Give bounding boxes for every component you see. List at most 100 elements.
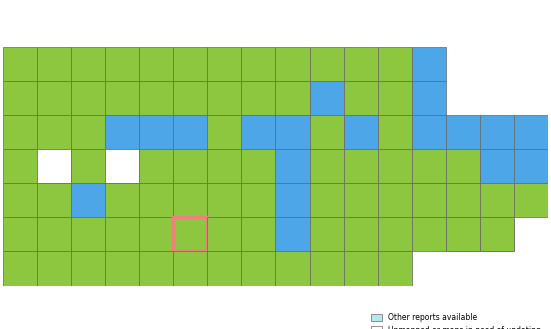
Bar [37, 115, 71, 149]
Bar [207, 115, 241, 149]
Bar [241, 47, 276, 81]
Bar [139, 149, 173, 183]
Bar [378, 81, 412, 115]
Bar [412, 217, 446, 251]
Bar [276, 183, 310, 217]
Bar [3, 217, 37, 251]
Bar [514, 149, 548, 183]
Bar [480, 115, 514, 149]
Bar [310, 251, 344, 286]
Bar [173, 183, 207, 217]
Bar [344, 115, 378, 149]
Bar [446, 217, 480, 251]
Bar [105, 251, 139, 286]
Bar [139, 183, 173, 217]
Bar [71, 251, 105, 286]
Bar [173, 251, 207, 286]
Bar [105, 81, 139, 115]
Bar [207, 183, 241, 217]
Bar [446, 217, 480, 251]
Bar [276, 217, 310, 251]
Bar [344, 251, 378, 286]
Bar [71, 217, 105, 251]
Bar [241, 183, 276, 217]
Bar [344, 183, 378, 217]
Bar [37, 183, 71, 217]
Bar [105, 47, 139, 81]
Bar [105, 217, 139, 251]
Bar [344, 47, 378, 81]
Bar [105, 183, 139, 217]
Bar [207, 47, 241, 81]
Bar [276, 149, 310, 183]
Bar [241, 217, 276, 251]
Bar [446, 149, 480, 183]
Bar [207, 149, 241, 183]
Bar [173, 217, 207, 251]
Bar [412, 81, 446, 115]
Bar [310, 115, 344, 149]
Bar [37, 251, 71, 286]
Bar [105, 115, 139, 149]
Bar [310, 47, 344, 81]
Bar [412, 183, 446, 217]
Bar [207, 251, 241, 286]
Bar [344, 149, 378, 183]
Bar [105, 149, 139, 183]
Bar [276, 251, 310, 286]
Bar [412, 183, 446, 217]
Bar [412, 47, 446, 81]
Bar [378, 149, 412, 183]
Bar [207, 81, 241, 115]
Bar [139, 251, 173, 286]
Bar [173, 217, 207, 251]
Bar [344, 81, 378, 115]
Bar [378, 183, 412, 217]
Bar [412, 115, 446, 149]
Bar [37, 47, 71, 81]
Bar [71, 115, 105, 149]
Bar [173, 81, 207, 115]
Bar [71, 81, 105, 115]
Bar [378, 217, 412, 251]
Bar [310, 81, 344, 115]
Bar [480, 217, 514, 251]
Bar [378, 47, 412, 81]
Bar [310, 183, 344, 217]
Bar [3, 81, 37, 115]
Bar [139, 217, 173, 251]
Bar [173, 47, 207, 81]
Bar [37, 217, 71, 251]
Bar [3, 183, 37, 217]
Bar [378, 251, 412, 286]
Bar [3, 251, 37, 286]
Bar [3, 47, 37, 81]
Legend: Other reports available, Unmapped or maps in need of updating: Other reports available, Unmapped or map… [368, 310, 544, 329]
Bar [276, 81, 310, 115]
Bar [310, 149, 344, 183]
Bar [3, 115, 37, 149]
Bar [310, 217, 344, 251]
Bar [241, 149, 276, 183]
Bar [514, 115, 548, 149]
Bar [480, 217, 514, 251]
Bar [446, 115, 480, 149]
Bar [207, 217, 241, 251]
Bar [480, 149, 514, 183]
Bar [3, 149, 37, 183]
Bar [37, 81, 71, 115]
Bar [241, 251, 276, 286]
Bar [139, 47, 173, 81]
Bar [71, 149, 105, 183]
Bar [241, 115, 276, 149]
Bar [71, 183, 105, 217]
Bar [276, 115, 310, 149]
Bar [173, 149, 207, 183]
Bar [241, 81, 276, 115]
Bar [71, 47, 105, 81]
Bar [378, 115, 412, 149]
Bar [344, 217, 378, 251]
Bar [139, 81, 173, 115]
Bar [480, 183, 514, 217]
Bar [173, 115, 207, 149]
